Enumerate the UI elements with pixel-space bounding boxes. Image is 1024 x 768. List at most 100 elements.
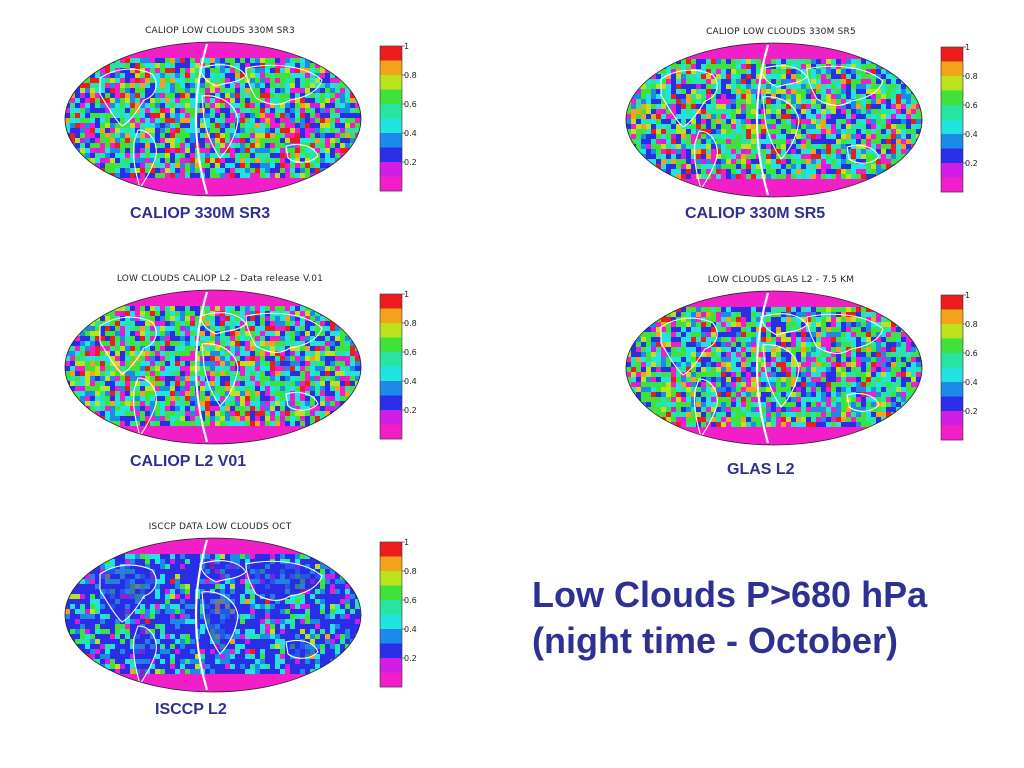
map-field	[626, 43, 922, 197]
colorbar-segment	[941, 134, 963, 149]
colorbar-segment	[941, 367, 963, 383]
colorbar-segment	[380, 323, 402, 338]
slide-headline: Low Clouds P>680 hPa (night time - Octob…	[532, 572, 927, 664]
map-panel-isccp-l2: ISCCP DATA LOW CLOUDS OCT 1 0.8 0.6 0.4 0.2	[60, 522, 440, 732]
continent-outline	[285, 639, 319, 659]
colorbar-segment	[941, 353, 963, 368]
continent-outline	[132, 377, 157, 438]
continent-outline	[132, 129, 157, 190]
continent-outline	[762, 344, 800, 408]
colorbar-segment	[380, 629, 402, 644]
continent-outline	[245, 64, 323, 106]
colorbar-frame	[940, 46, 964, 193]
headline-line-2: (night time - October)	[532, 620, 898, 661]
colorbar-segment	[380, 614, 402, 630]
colorbar-segment	[941, 309, 963, 325]
colorbar-frame	[379, 45, 403, 192]
continent-outline	[693, 378, 718, 439]
colorbar-segment	[941, 163, 963, 178]
colorbar-segment	[380, 585, 402, 601]
colorbar-tick-label: 0.4	[404, 377, 417, 386]
colorbar-segment	[941, 90, 963, 106]
colorbar-tick-label: 0.8	[404, 319, 417, 328]
colorbar-segment	[380, 118, 402, 134]
map-outline	[64, 537, 362, 693]
map-outline	[625, 290, 923, 446]
map-caption-caliop-sr5: CALIOP 330M SR5	[685, 205, 826, 222]
colorbar-segment	[941, 61, 963, 77]
colorbar-segment	[380, 294, 402, 309]
meridian-line	[755, 292, 770, 444]
colorbar-tick-label: 0.6	[404, 596, 417, 605]
colorbar-tick-label: 0.8	[965, 72, 978, 81]
colorbar-segment	[380, 571, 402, 586]
colorbar-segment	[380, 75, 402, 90]
continent-outline	[201, 95, 239, 159]
map-outline	[625, 42, 923, 198]
colorbar-segment	[380, 556, 402, 572]
world-map-image	[64, 41, 362, 197]
colorbar-frame	[379, 541, 403, 688]
colorbar-segment	[941, 338, 963, 354]
continent-outline	[846, 144, 880, 164]
continent-outline	[132, 625, 157, 686]
colorbar-segment	[941, 411, 963, 426]
colorbar-segment	[380, 424, 402, 440]
map-panel-caliop-sr5: CALIOP LOW CLOUDS 330M SR5 1 0.8 0.6 0.4 0.2	[621, 27, 1001, 237]
colorbar-segment	[380, 658, 402, 673]
colorbar-tick-label: 0.8	[404, 71, 417, 80]
map-field	[626, 291, 922, 445]
colorbar-tick-label: 0.2	[404, 654, 417, 663]
meridian-line	[755, 44, 770, 196]
colorbar-tick-label: 1	[965, 291, 970, 300]
colorbar-segment	[380, 89, 402, 105]
colorbar-segment	[380, 46, 402, 61]
continent-outline	[285, 143, 319, 163]
map-caption-caliop-l2: CALIOP L2 V01	[130, 453, 247, 470]
colorbar-segment	[941, 324, 963, 339]
colorbar-segment	[941, 177, 963, 193]
colorbar-segment	[941, 105, 963, 120]
colorbar-segment	[941, 76, 963, 91]
colorbar-segment	[941, 148, 963, 164]
continent-outline	[99, 564, 157, 623]
meridian-line	[194, 539, 209, 691]
colorbar-segment	[380, 366, 402, 382]
continent-outline	[762, 96, 800, 160]
colorbar-segment	[941, 425, 963, 441]
map-caption-caliop-sr3: CALIOP 330M SR3	[130, 205, 271, 222]
map-title: ISCCP DATA LOW CLOUDS OCT	[148, 522, 292, 532]
colorbar-tick-label: 0.6	[965, 101, 978, 110]
colorbar-tick-label: 1	[404, 290, 409, 299]
colorbar-segment	[380, 672, 402, 688]
colorbar-tick-label: 0.6	[965, 349, 978, 358]
continent-outline	[693, 130, 718, 191]
colorbar-frame	[379, 293, 403, 440]
continent-outline	[760, 313, 808, 336]
colorbar: 1 0.8 0.6 0.4 0.2	[379, 42, 417, 192]
colorbar-segment	[380, 600, 402, 615]
colorbar-segment	[380, 542, 402, 557]
continent-outline	[285, 391, 319, 411]
map-panel-caliop-l2: LOW CLOUDS CALIOP L2 - Data release V.01…	[60, 274, 440, 484]
colorbar-segment	[380, 308, 402, 324]
map-title: LOW CLOUDS GLAS L2 - 7.5 KM	[707, 275, 855, 285]
colorbar-segment	[941, 396, 963, 412]
map-outline	[64, 289, 362, 445]
colorbar: 1 0.8 0.6 0.4 0.2	[379, 538, 417, 688]
continent-outline	[806, 313, 884, 355]
continent-outline	[245, 312, 323, 354]
colorbar-segment	[380, 133, 402, 148]
map-panel-caliop-sr3: CALIOP LOW CLOUDS 330M SR3 1 0.8 0.6 0.4 0.2	[60, 26, 440, 236]
colorbar-segment	[380, 395, 402, 411]
world-map-image	[64, 537, 362, 693]
meridian-line	[194, 291, 209, 443]
map-caption-isccp-l2: ISCCP L2	[155, 701, 227, 718]
colorbar-tick-label: 0.6	[404, 100, 417, 109]
colorbar-tick-label: 0.2	[404, 158, 417, 167]
continent-outline	[199, 312, 247, 335]
colorbar-tick-label: 1	[404, 42, 409, 51]
colorbar-segment	[380, 410, 402, 425]
headline-line-1: Low Clouds P>680 hPa	[532, 574, 928, 615]
colorbar-segment	[941, 295, 963, 310]
